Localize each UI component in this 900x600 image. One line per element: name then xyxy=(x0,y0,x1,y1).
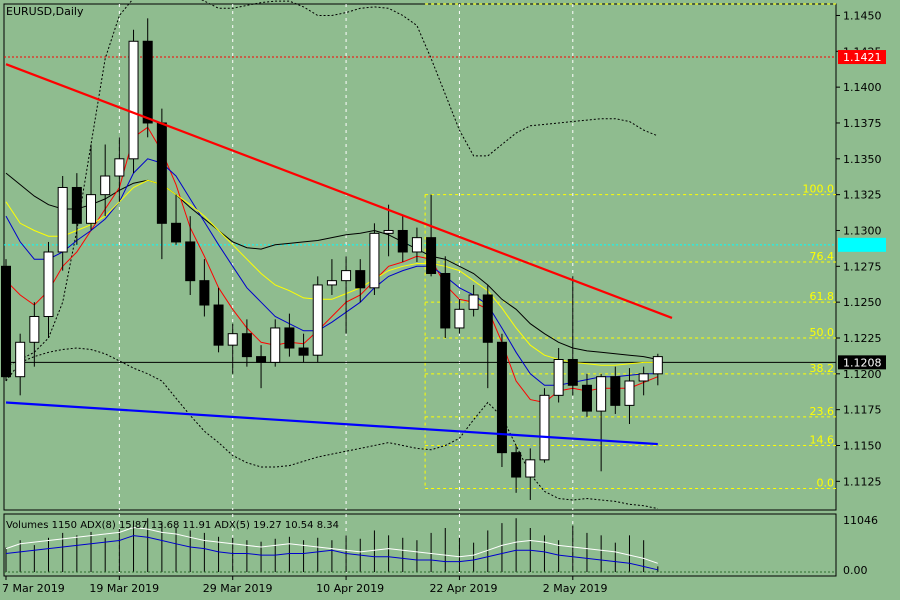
price-tag-label: 1.1290 xyxy=(843,239,882,252)
fib-level-label: 61.8 xyxy=(810,290,835,303)
bull-candle xyxy=(525,459,536,478)
bull-candle xyxy=(539,394,550,461)
bull-candle xyxy=(341,270,352,282)
adx-line-blue xyxy=(5,535,658,571)
indicator-tick-label: 0.00 xyxy=(843,564,868,577)
bear-candle xyxy=(397,229,408,253)
bear-candle xyxy=(610,376,621,406)
price-tag xyxy=(838,355,886,370)
bull-candle xyxy=(312,284,323,356)
trendline xyxy=(5,401,658,446)
y-axis-tick-label: 1.1375 xyxy=(843,117,882,130)
bull-candle xyxy=(57,186,68,253)
fib-level-label: 0.0 xyxy=(817,476,835,489)
bull-candle xyxy=(411,237,422,253)
adx-line-white xyxy=(5,526,658,564)
y-axis-tick-label: 1.1150 xyxy=(843,439,882,452)
bear-candle xyxy=(496,341,507,454)
bear-candle xyxy=(199,280,210,306)
bear-candle xyxy=(241,333,252,358)
bull-candle xyxy=(652,356,663,375)
bollinger-upper-band xyxy=(5,0,658,368)
bull-candle xyxy=(227,333,238,346)
bull-candle xyxy=(86,194,97,224)
y-axis-tick-label: 1.1125 xyxy=(843,475,882,488)
bull-candle xyxy=(553,358,564,396)
y-axis-tick-label: 1.1250 xyxy=(843,296,882,309)
bear-candle xyxy=(511,452,522,478)
bull-candle xyxy=(270,327,281,363)
bull-candle xyxy=(100,175,111,196)
y-axis-tick-label: 1.1175 xyxy=(843,404,882,417)
bull-candle xyxy=(468,294,479,310)
bull-candle xyxy=(454,308,465,329)
bull-candle xyxy=(29,315,40,343)
y-axis-tick-label: 1.1300 xyxy=(843,224,882,237)
y-axis-tick-label: 1.1275 xyxy=(843,260,882,273)
y-axis-tick-label: 1.1225 xyxy=(843,332,882,345)
x-axis-tick-label: 7 Mar 2019 xyxy=(2,582,65,595)
bear-candle xyxy=(482,294,493,343)
fib-level-label: 76.4 xyxy=(810,250,835,263)
bull-candle xyxy=(15,341,26,378)
y-axis-tick-label: 1.1325 xyxy=(843,189,882,202)
bear-candle xyxy=(581,384,592,412)
bollinger-lower-band xyxy=(5,347,658,510)
indicator-plot-frame xyxy=(3,513,837,577)
main-plot-frame xyxy=(3,3,837,511)
bear-candle xyxy=(156,122,167,224)
bull-candle xyxy=(114,158,125,177)
bull-candle xyxy=(383,229,394,234)
x-axis-tick-label: 19 Mar 2019 xyxy=(89,582,159,595)
bear-candle xyxy=(71,186,82,224)
bear-candle xyxy=(567,358,578,386)
moving-average-line xyxy=(5,158,658,386)
bull-candle xyxy=(596,376,607,412)
bear-candle xyxy=(426,237,437,274)
bear-candle xyxy=(171,222,182,243)
bull-candle xyxy=(326,280,337,286)
bear-candle xyxy=(440,272,451,329)
bear-candle xyxy=(284,327,295,349)
bear-candle xyxy=(256,356,267,363)
bear-candle xyxy=(355,270,366,289)
y-axis-tick-label: 1.1350 xyxy=(843,153,882,166)
x-axis-tick-label: 29 Mar 2019 xyxy=(203,582,273,595)
price-tag xyxy=(838,237,886,252)
bear-candle xyxy=(142,40,153,124)
y-axis-tick-label: 1.1200 xyxy=(843,368,882,381)
bear-candle xyxy=(298,347,309,356)
bull-candle xyxy=(369,232,380,289)
bear-candle xyxy=(185,241,196,282)
bollinger-middle-line xyxy=(5,172,658,360)
price-tag xyxy=(838,50,886,65)
bull-candle xyxy=(638,373,649,382)
bear-candle xyxy=(1,265,11,378)
x-axis-tick-label: 22 Apr 2019 xyxy=(429,582,497,595)
bull-candle xyxy=(128,40,139,160)
fib-level-label: 100.0 xyxy=(803,183,835,196)
fib-level-label: 50.0 xyxy=(810,326,835,339)
fib-level-label: 14.6 xyxy=(810,433,835,446)
bull-candle xyxy=(624,380,635,406)
x-axis-tick-label: 10 Apr 2019 xyxy=(316,582,384,595)
fib-level-label: 23.6 xyxy=(810,405,835,418)
y-axis-tick-label: 1.1450 xyxy=(843,9,882,22)
bear-candle xyxy=(213,304,224,346)
price-tag-label: 1.1208 xyxy=(843,356,882,369)
price-tag-label: 1.1421 xyxy=(843,51,882,64)
moving-average-line xyxy=(5,179,658,366)
trendline xyxy=(5,63,673,319)
y-axis-tick-label: 1.1400 xyxy=(843,81,882,94)
fib-level-label: 38.2 xyxy=(810,362,835,375)
indicator-tick-label: 11046 xyxy=(843,514,878,527)
x-axis-tick-label: 2 May 2019 xyxy=(543,582,608,595)
bull-candle xyxy=(43,251,54,317)
